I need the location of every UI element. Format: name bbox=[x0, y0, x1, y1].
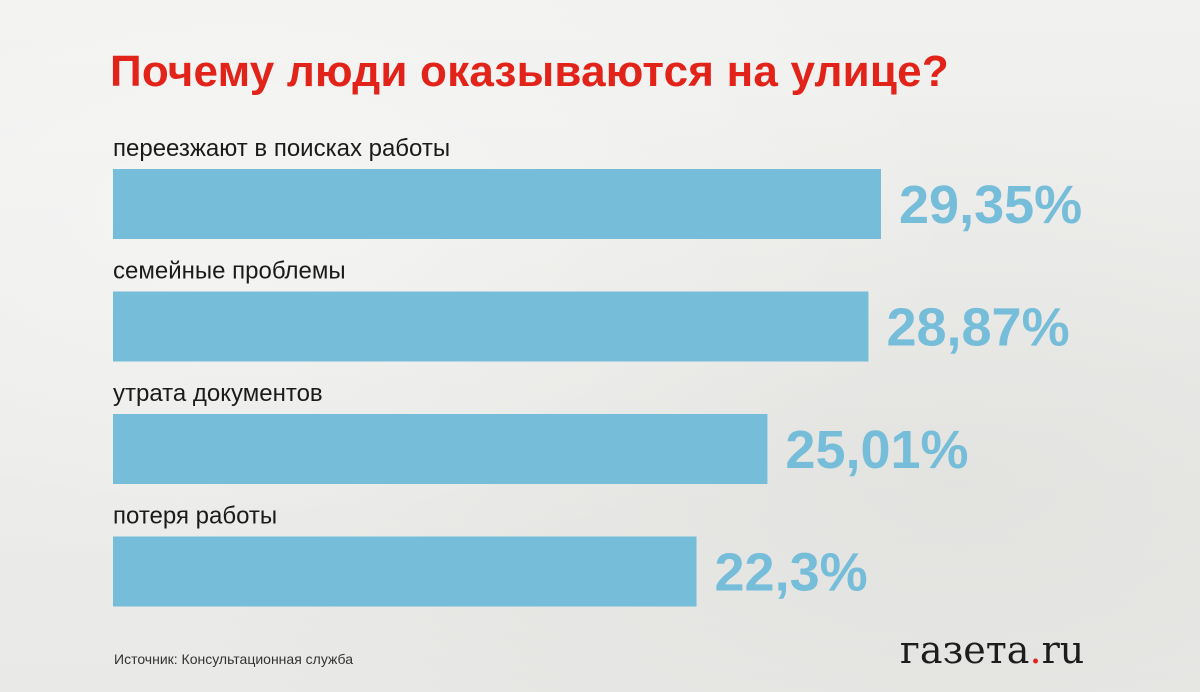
gazeta-logo: газета.ru bbox=[900, 628, 1084, 672]
category-label: семейные проблемы bbox=[113, 258, 346, 285]
value-label: 29,35% bbox=[899, 175, 1082, 235]
chart-title: Почему люди оказываются на улице? bbox=[110, 47, 949, 96]
value-label: 28,87% bbox=[886, 298, 1069, 358]
bar bbox=[113, 414, 768, 484]
bar bbox=[113, 291, 869, 362]
category-label: потеря работы bbox=[113, 503, 277, 530]
category-label: утрата документов bbox=[113, 380, 323, 407]
logo-dot: . bbox=[1029, 628, 1042, 672]
value-label: 25,01% bbox=[785, 420, 968, 480]
value-label: 22,3% bbox=[715, 543, 868, 603]
source-note: Источник: Консультационная служба bbox=[114, 651, 353, 667]
logo-domain: ru bbox=[1041, 628, 1085, 672]
bar bbox=[113, 169, 881, 239]
logo-text: газета bbox=[900, 628, 1030, 672]
category-label: переезжают в поисках работы bbox=[113, 135, 450, 162]
bar bbox=[113, 536, 697, 607]
